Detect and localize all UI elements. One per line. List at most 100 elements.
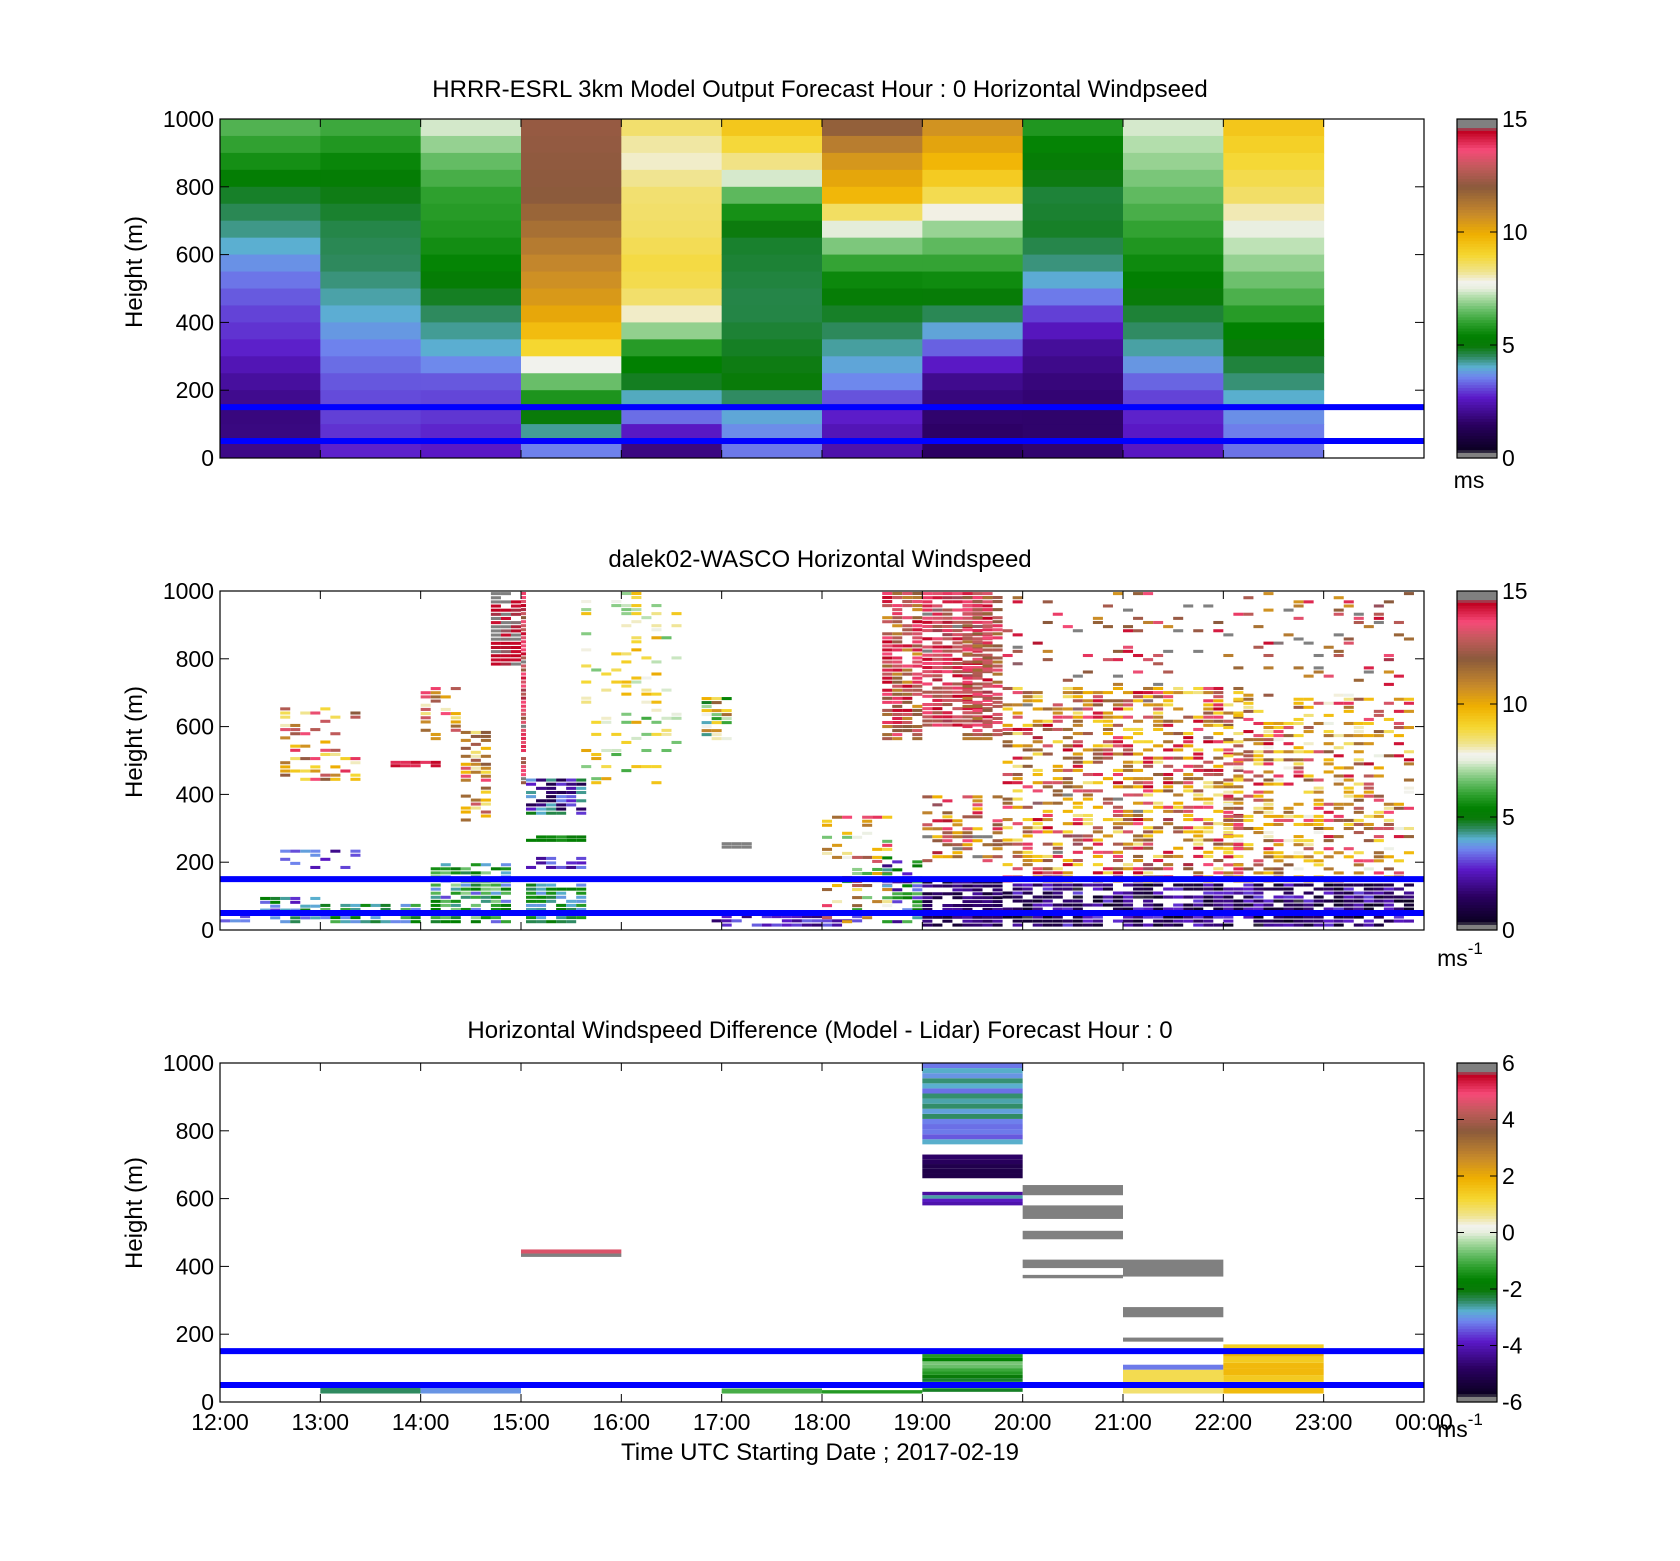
data-cell [1183,919,1194,923]
data-cell [791,915,802,919]
data-cell [460,754,471,758]
data-cell [1123,919,1134,923]
data-cell [1323,867,1334,871]
data-cell [1263,770,1274,774]
data-cell [992,692,1003,696]
data-cell [1123,777,1134,781]
data-cell [1203,818,1214,822]
data-cell [972,596,983,600]
data-cell [972,608,983,612]
data-cell [962,923,973,927]
data-cell [1333,903,1344,907]
data-cell [1082,793,1093,797]
data-cell [1353,859,1364,863]
data-cell [1163,772,1174,777]
data-cell [1353,851,1364,855]
data-cell [912,591,923,596]
colorbar-segment [1457,1187,1497,1191]
data-cell [536,891,547,895]
data-cell [942,600,953,604]
data-cell [576,786,587,790]
data-cell [1223,762,1234,766]
data-cell [330,715,341,719]
data-cell [500,592,511,596]
data-cell [1042,859,1053,863]
data-cell [1333,923,1344,927]
data-cell [1193,834,1204,838]
data-cell [972,600,983,604]
data-cell [556,916,567,920]
data-cell [892,920,903,924]
colorbar-segment [1457,438,1497,442]
data-cell [450,887,461,891]
data-cell [1313,822,1324,826]
data-cell [912,729,923,733]
data-cell [1052,830,1063,834]
colorbar-segment [1457,263,1497,267]
colorbar-segment [1457,308,1497,312]
data-cell [1173,756,1184,760]
data-cell [1032,895,1043,899]
data-cell [982,653,993,657]
data-cell [320,169,422,188]
data-cell [882,712,893,716]
data-cell [962,896,973,900]
data-cell [500,608,511,612]
colorbar-segment [1457,254,1497,259]
data-cell [992,668,1003,672]
data-cell [1042,620,1053,625]
data-cell [982,604,993,608]
data-cell [1012,919,1023,923]
data-cell [701,733,712,737]
data-cell [1343,855,1354,859]
colorbar-segment [1457,1161,1497,1166]
data-cell [556,807,567,811]
data-cell [992,648,1003,652]
data-cell [1273,734,1284,738]
data-cell [1293,923,1304,927]
data-cell [621,169,723,188]
data-cell [932,819,943,823]
data-cell [1303,818,1314,822]
data-cell [962,652,973,656]
data-cell [470,871,481,875]
data-cell [1303,730,1314,734]
data-cell [1163,691,1174,695]
data-cell [671,612,682,616]
data-cell [1303,758,1314,762]
data-cell [566,903,577,907]
data-cell [832,884,843,888]
data-cell [952,694,963,698]
data-cell [781,915,792,919]
data-cell [1123,322,1224,340]
data-cell [1213,887,1224,891]
data-cell [566,799,577,803]
data-cell [922,1088,1023,1094]
data-cell [1203,797,1214,801]
data-cell [500,637,511,641]
data-cell [220,220,321,239]
data-cell [982,600,993,604]
data-cell [1123,373,1224,391]
data-cell [641,656,652,660]
data-cell [922,896,933,900]
data-cell [1273,887,1284,891]
data-cell [882,896,893,900]
colorbar-segment [1457,189,1497,194]
data-cell [1253,625,1264,629]
data-cell [1213,846,1224,850]
colorbar-frame [1456,118,1498,459]
data-cell [1022,915,1033,919]
data-cell [280,707,291,711]
data-cell [1133,768,1144,772]
data-cell [1022,135,1124,154]
data-cell [912,636,923,640]
colorbar-segment [1457,158,1497,162]
data-cell [982,737,993,741]
colorbar-segment [1457,345,1497,349]
data-cell [1383,899,1394,903]
data-cell [992,684,1003,688]
data-cell [460,806,471,810]
data-cell [280,857,291,861]
data-cell [1253,899,1264,903]
